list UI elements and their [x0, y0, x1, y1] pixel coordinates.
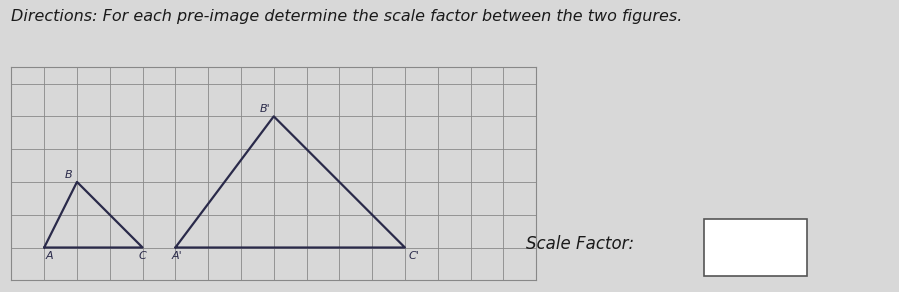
Text: C: C [138, 251, 147, 261]
Text: A: A [46, 251, 53, 261]
Text: B: B [65, 170, 72, 180]
Text: A': A' [172, 251, 182, 261]
Text: Scale Factor:: Scale Factor: [526, 235, 634, 253]
Text: B': B' [260, 104, 271, 114]
Text: C': C' [408, 251, 419, 261]
Text: Directions: For each pre-image determine the scale factor between the two figure: Directions: For each pre-image determine… [11, 9, 682, 24]
FancyBboxPatch shape [704, 219, 807, 276]
